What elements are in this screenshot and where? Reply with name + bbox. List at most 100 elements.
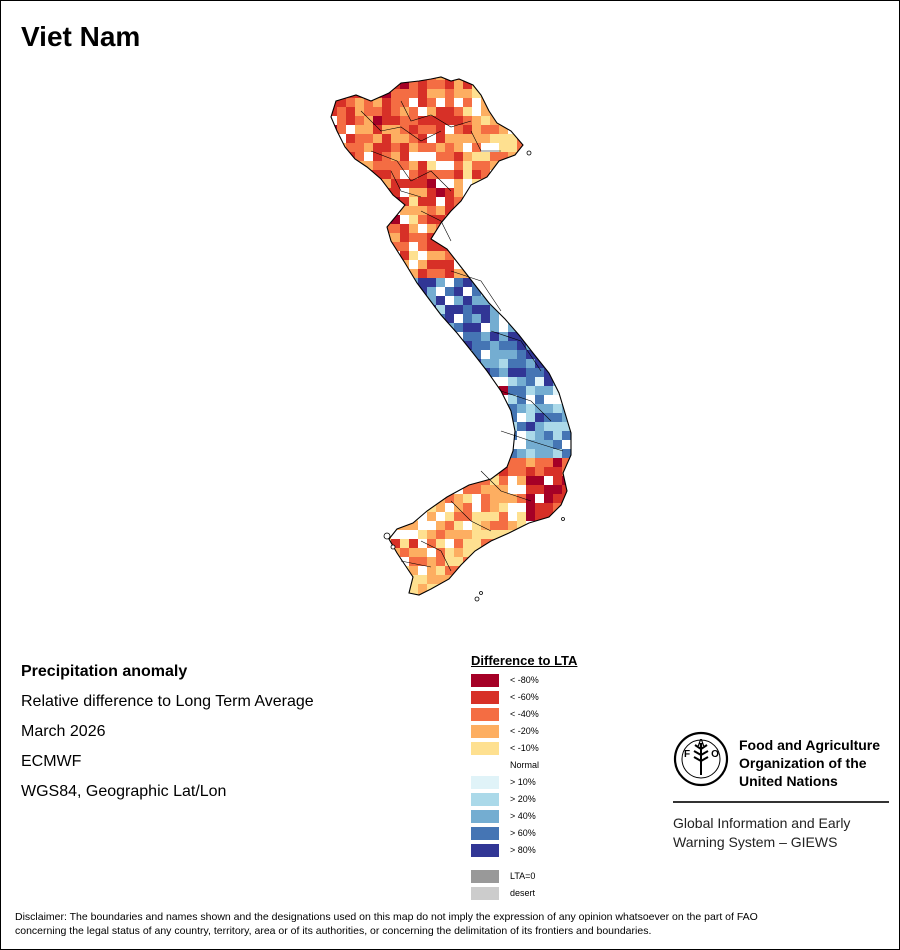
legend-label: > 60%	[510, 828, 536, 838]
legend-swatch	[471, 793, 499, 806]
grid-cell	[427, 467, 436, 476]
grid-cell	[472, 197, 481, 206]
grid-cell	[472, 215, 481, 224]
grid-cell	[373, 368, 382, 377]
legend-label: < -10%	[510, 743, 539, 753]
grid-cell	[481, 251, 490, 260]
grid-cell	[598, 71, 601, 80]
grid-cell	[553, 467, 562, 476]
grid-cell	[319, 323, 328, 332]
grid-cell	[508, 476, 517, 485]
grid-cell	[391, 314, 400, 323]
grid-cell	[391, 440, 400, 449]
grid-cell	[409, 269, 418, 278]
grid-cell	[499, 287, 508, 296]
province-boundaries	[360, 100, 564, 572]
grid-cell	[364, 458, 373, 467]
grid-cell	[562, 476, 571, 485]
grid-cell	[319, 413, 328, 422]
grid-cell	[346, 206, 355, 215]
grid-cell	[463, 350, 472, 359]
grid-cell	[526, 170, 535, 179]
grid-cell	[571, 296, 580, 305]
grid-cell	[418, 566, 427, 575]
grid-cell	[310, 431, 319, 440]
grid-cell	[598, 530, 601, 539]
grid-cell	[418, 170, 427, 179]
grid-cell	[427, 161, 436, 170]
grid-cell	[391, 593, 400, 595]
grid-cell	[517, 278, 526, 287]
grid-cell	[589, 512, 598, 521]
grid-cell	[463, 224, 472, 233]
grid-cell	[445, 386, 454, 395]
grid-cell	[589, 386, 598, 395]
grid-cell	[553, 413, 562, 422]
grid-cell	[598, 467, 601, 476]
grid-cell	[346, 395, 355, 404]
grid-cell	[337, 197, 346, 206]
grid-cell	[463, 296, 472, 305]
grid-cell	[490, 305, 499, 314]
grid-cell	[301, 395, 310, 404]
grid-cell	[499, 575, 508, 584]
grid-cell	[355, 278, 364, 287]
grid-cell	[355, 512, 364, 521]
grid-cell	[526, 575, 535, 584]
grid-cell	[571, 143, 580, 152]
grid-cell	[373, 224, 382, 233]
grid-cell	[346, 161, 355, 170]
grid-cell	[517, 458, 526, 467]
grid-cell	[598, 341, 601, 350]
grid-cell	[355, 296, 364, 305]
grid-cell	[535, 305, 544, 314]
grid-cell	[445, 170, 454, 179]
grid-cell	[331, 539, 337, 548]
grid-cell	[346, 521, 355, 530]
grid-cell	[400, 386, 409, 395]
grid-cell	[331, 566, 337, 575]
grid-cell	[481, 269, 490, 278]
grid-cell	[445, 584, 454, 593]
grid-cell	[337, 422, 346, 431]
grid-cell	[526, 431, 535, 440]
grid-cell	[598, 305, 601, 314]
grid-cell	[589, 242, 598, 251]
grid-cell	[445, 494, 454, 503]
grid-cell	[301, 233, 310, 242]
grid-cell	[544, 431, 553, 440]
grid-cell	[508, 548, 517, 557]
grid-cell	[373, 575, 382, 584]
grid-cell	[517, 287, 526, 296]
grid-cell	[400, 77, 409, 80]
grid-cell	[364, 350, 373, 359]
legend-label: desert	[510, 888, 536, 898]
grid-cell	[499, 296, 508, 305]
legend-swatch	[471, 742, 499, 755]
grid-cell	[490, 476, 499, 485]
grid-cell	[418, 125, 427, 134]
grid-cell	[355, 602, 364, 611]
grid-cell	[472, 251, 481, 260]
grid-cell	[562, 359, 571, 368]
grid-cell	[517, 350, 526, 359]
grid-cell	[571, 440, 580, 449]
grid-cell	[571, 584, 580, 593]
grid-cell	[319, 539, 328, 548]
grid-cell	[508, 512, 517, 521]
grid-cell	[553, 557, 562, 566]
grid-cell	[553, 287, 562, 296]
grid-cell	[535, 476, 544, 485]
grid-cell	[517, 179, 526, 188]
grid-cell	[481, 557, 490, 566]
grid-cell	[544, 224, 553, 233]
grid-cell	[427, 602, 436, 611]
grid-cell	[598, 314, 601, 323]
grid-cell	[526, 278, 535, 287]
grid-cell	[571, 287, 580, 296]
grid-cell	[301, 413, 310, 422]
grid-cell	[526, 179, 535, 188]
grid-cell	[553, 107, 562, 116]
grid-cell	[400, 152, 409, 161]
grid-cell	[337, 314, 346, 323]
